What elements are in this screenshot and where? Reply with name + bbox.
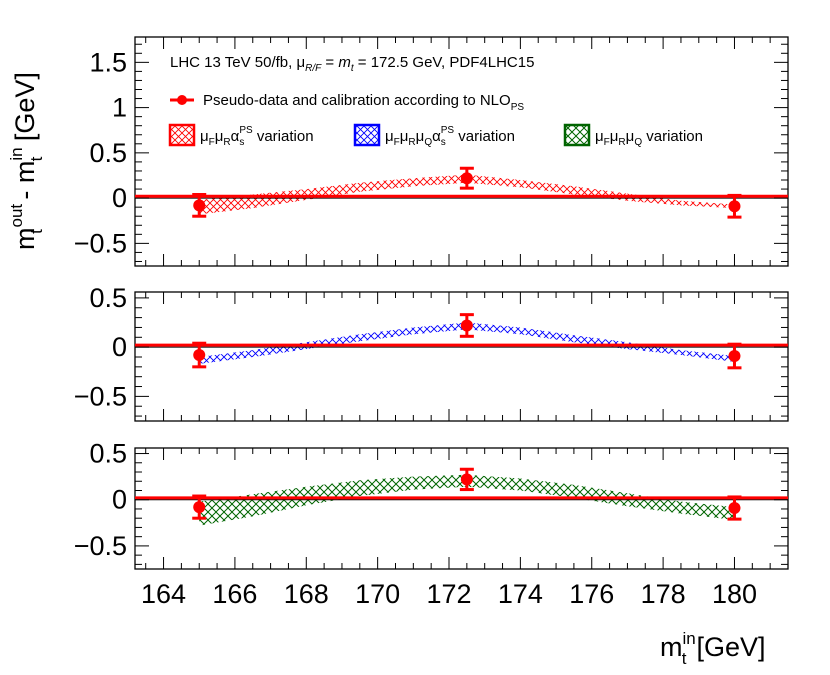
x-tick-label: 166 <box>212 579 257 609</box>
y-axis-title-part: [GeV] <box>10 72 40 149</box>
legend-variation-3: μFμRμQ variation <box>563 123 703 148</box>
annotation-mt-sub: t <box>351 63 355 74</box>
legend-pseudo-data-text: Pseudo-data and calibration according to… <box>203 92 511 109</box>
y-axis-title-part: t <box>27 156 46 161</box>
y-axis-title-part: - m <box>10 161 40 208</box>
legend-variation-symbol: α <box>231 128 240 145</box>
legend-variation-swatch <box>563 123 591 147</box>
y-tick-label: −0.5 <box>74 228 127 258</box>
data-point <box>193 501 206 514</box>
legend-variation-symbol: R <box>408 137 415 148</box>
panel-2: −0.5 0 0.5 <box>74 283 789 422</box>
legend-pseudo-data-sub: PS <box>511 102 525 113</box>
x-tick-label: 176 <box>569 579 614 609</box>
legend-variation-symbol: μ <box>595 128 604 145</box>
x-tick-label: 178 <box>641 579 686 609</box>
variation-band <box>199 322 735 364</box>
legend-variation-symbol: μ <box>626 128 635 145</box>
legend-variation-tail: variation <box>454 128 515 145</box>
data-point <box>728 350 741 363</box>
legend-variation-symbol: μ <box>200 128 209 145</box>
legend-variation-swatch <box>168 123 196 147</box>
x-tick-label: 164 <box>141 579 186 609</box>
legend-variation-symbol: μ <box>385 128 394 145</box>
legend-variation-symbol: F <box>394 137 400 148</box>
legend-variation-swatch <box>353 123 381 147</box>
legend-variation-label: μFμRμQ variation <box>595 128 703 148</box>
legend-variations: μFμRαsPS variation μFμRμQαsPS variation μF… <box>168 123 703 148</box>
x-axis-title: min t [GeV] <box>660 629 766 668</box>
x-axis-title-main: m <box>660 632 683 662</box>
panel-frame <box>134 36 789 267</box>
legend-variation-label: μFμRμQαsPS variation <box>385 125 515 148</box>
legend-variation-symbol: α <box>432 128 441 145</box>
legend-pseudo-data-marker <box>177 95 187 105</box>
y-tick-label: 0 <box>112 485 127 515</box>
legend-variation-2: μFμRμQαsPS variation <box>353 123 515 148</box>
legend-variation-tail: variation <box>253 128 314 145</box>
y-axis-title-part: t <box>27 229 46 234</box>
legend-variation-1: μFμRαsPS variation <box>168 123 314 148</box>
annotation-text: LHC 13 TeV 50/fb, μR/F = mt = 172.5 GeV,… <box>170 54 534 74</box>
y-tick-label: 0.5 <box>89 138 127 168</box>
legend-variation-symbol: R <box>223 137 230 148</box>
data-point <box>460 172 473 185</box>
x-tick-labels: 164 166 168 170 172 174 176 178 180 <box>141 579 757 609</box>
y-tick-label: 1.5 <box>89 47 127 77</box>
annotation-eq: = <box>321 54 338 71</box>
data-point <box>728 200 741 213</box>
annotation-mu-sub: R/F <box>305 63 322 74</box>
data-point <box>460 473 473 486</box>
x-tick-label: 170 <box>355 579 400 609</box>
x-axis-title-sup: in <box>683 629 696 648</box>
x-tick-label: 174 <box>498 579 543 609</box>
data-point <box>193 199 206 212</box>
panel-3: −0.5 0 0.5 <box>74 439 789 570</box>
y-axis-title: moutt - mint [GeV] <box>7 72 46 250</box>
legend-variation-symbol: μ <box>215 128 224 145</box>
data-point <box>460 319 473 332</box>
legend-variation-symbol: F <box>209 137 215 148</box>
y-tick-label: −0.5 <box>74 381 127 411</box>
legend-variation-symbol: Q <box>634 137 642 148</box>
legend-variation-tail: variation <box>642 128 703 145</box>
legend-variation-symbol: s <box>441 137 446 148</box>
x-tick-label: 180 <box>712 579 757 609</box>
legend-variation-sup: PS <box>441 125 455 136</box>
legend-variation-symbol: μ <box>610 128 619 145</box>
y-tick-label: 0.5 <box>89 439 127 469</box>
y-tick-label: 0.5 <box>89 283 127 313</box>
annotation-prefix: LHC 13 TeV 50/fb, <box>170 54 296 71</box>
legend-variation-symbol: μ <box>416 128 425 145</box>
legend-pseudo-data: Pseudo-data and calibration according to… <box>170 92 524 113</box>
legend-variation-symbol: s <box>239 137 244 148</box>
data-point <box>728 502 741 515</box>
x-axis-title-sub: t <box>682 649 687 668</box>
legend-pseudo-data-label: Pseudo-data and calibration according to… <box>203 92 524 113</box>
x-tick-label: 172 <box>426 579 471 609</box>
legend-variation-sup: PS <box>239 125 253 136</box>
legend-variation-symbol: Q <box>424 137 432 148</box>
y-axis-title-part: out <box>7 204 26 228</box>
annotation-mt: m <box>338 54 351 71</box>
y-axis-title-part: in <box>7 147 26 160</box>
x-axis-title-unit: [GeV] <box>696 632 765 662</box>
legend-variation-label: μFμRαsPS variation <box>200 125 314 148</box>
x-tick-label: 168 <box>284 579 329 609</box>
legend-variation-symbol: R <box>618 137 625 148</box>
y-tick-label: 0 <box>112 183 127 213</box>
y-tick-label: 1 <box>112 93 127 123</box>
annotation-mu: μ <box>296 54 305 71</box>
annotation-suffix: = 172.5 GeV, PDF4LHC15 <box>354 54 535 71</box>
legend-variation-symbol: F <box>604 137 610 148</box>
panels-layer: −0.5 0 0.5 1 1.5 −0.5 0 0.5 −0.5 0 0.5 164 166 168 170… <box>74 36 789 609</box>
y-axis-title-part: m <box>10 228 40 251</box>
y-tick-label: 0 <box>112 332 127 362</box>
data-point <box>193 349 206 362</box>
legend-variation-symbol: μ <box>400 128 409 145</box>
panel-1: −0.5 0 0.5 1 1.5 <box>74 36 789 267</box>
y-tick-label: −0.5 <box>74 531 127 561</box>
variation-band <box>199 474 735 526</box>
